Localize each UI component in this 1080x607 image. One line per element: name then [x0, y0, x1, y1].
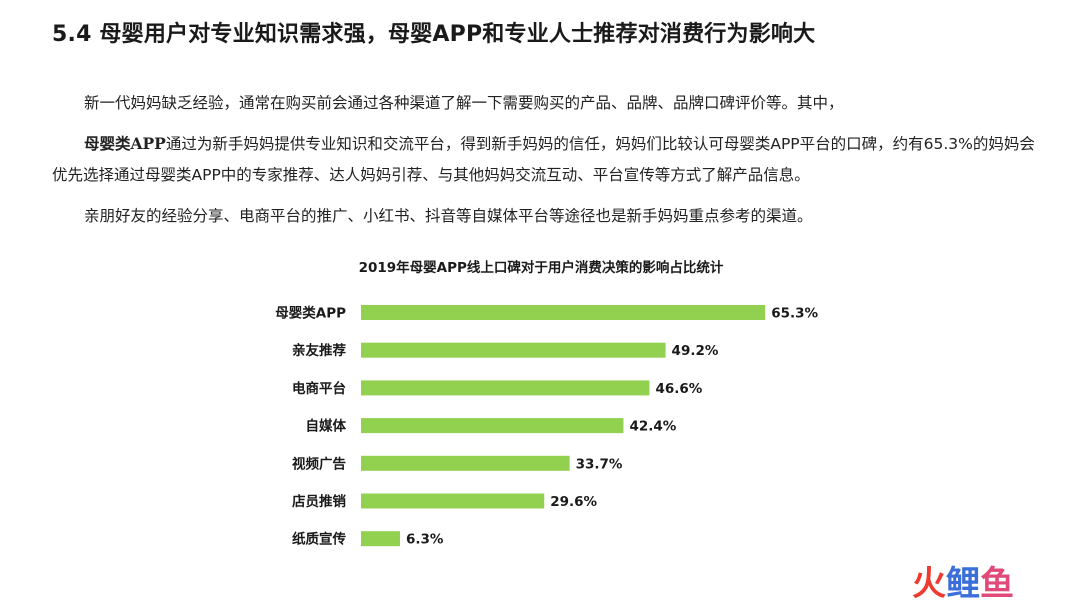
intro-paragraph: 新一代妈妈缺乏经验，通常在购买前会通过各种渠道了解一下需要购买的产品、品牌、品牌…: [84, 94, 844, 112]
bar: [361, 380, 650, 396]
logo-char-2: 鲤: [946, 563, 980, 604]
category-label: 店员推销: [292, 493, 346, 510]
category-label: 自媒体: [306, 418, 347, 435]
chart-title: 2019年母婴APP线上口碑对于用户消费决策的影响占比统计: [359, 259, 724, 276]
value-label: 6.3%: [406, 532, 444, 548]
value-label: 42.4%: [629, 419, 676, 435]
page-title: 5.4 母婴用户对专业知识需求强，母婴APP和专业人士推荐对消费行为影响大: [52, 22, 816, 47]
bar: [361, 493, 545, 509]
logo-char-1: 火: [912, 563, 946, 604]
logo-char-3: 鱼: [980, 563, 1014, 604]
value-label: 65.3%: [771, 306, 818, 322]
value-label: 33.7%: [576, 456, 623, 472]
bar-chart: 2019年母婴APP线上口碑对于用户消费决策的影响占比统计 母婴类APP 65.3…: [275, 259, 818, 548]
value-label: 29.6%: [550, 494, 597, 510]
category-label: 亲友推荐: [292, 342, 346, 359]
value-label: 49.2%: [672, 343, 719, 359]
category-label: 视频广告: [292, 455, 346, 472]
category-label: 电商平台: [292, 380, 346, 397]
app-paragraph: 母婴类APP通过为新手妈妈提供专业知识和交流平台，得到新手妈妈的信任，妈妈们比较…: [52, 128, 1042, 191]
bar: [361, 531, 400, 547]
category-label: 母婴类APP: [275, 305, 346, 322]
app-paragraph-text: 通过为新手妈妈提供专业知识和交流平台，得到新手妈妈的信任，妈妈们比较认可母婴类A…: [52, 135, 1035, 184]
category-label: 纸质宣传: [292, 531, 346, 548]
bar: [361, 418, 624, 434]
bar: [361, 455, 570, 471]
bar: [361, 342, 666, 358]
app-paragraph-bold: 母婴类APP: [84, 134, 166, 153]
logo: 火 鲤 鱼: [912, 560, 1062, 604]
value-label: 46.6%: [655, 381, 702, 397]
channels-paragraph: 亲朋好友的经验分享、电商平台的推广、小红书、抖音等自媒体平台等途径也是新手妈妈重…: [84, 207, 813, 225]
bar: [361, 305, 766, 320]
bars-group: 母婴类APP 65.3% 亲友推荐 49.2% 电商平台 46.6% 自媒体 42.4% 视频广…: [275, 305, 818, 548]
